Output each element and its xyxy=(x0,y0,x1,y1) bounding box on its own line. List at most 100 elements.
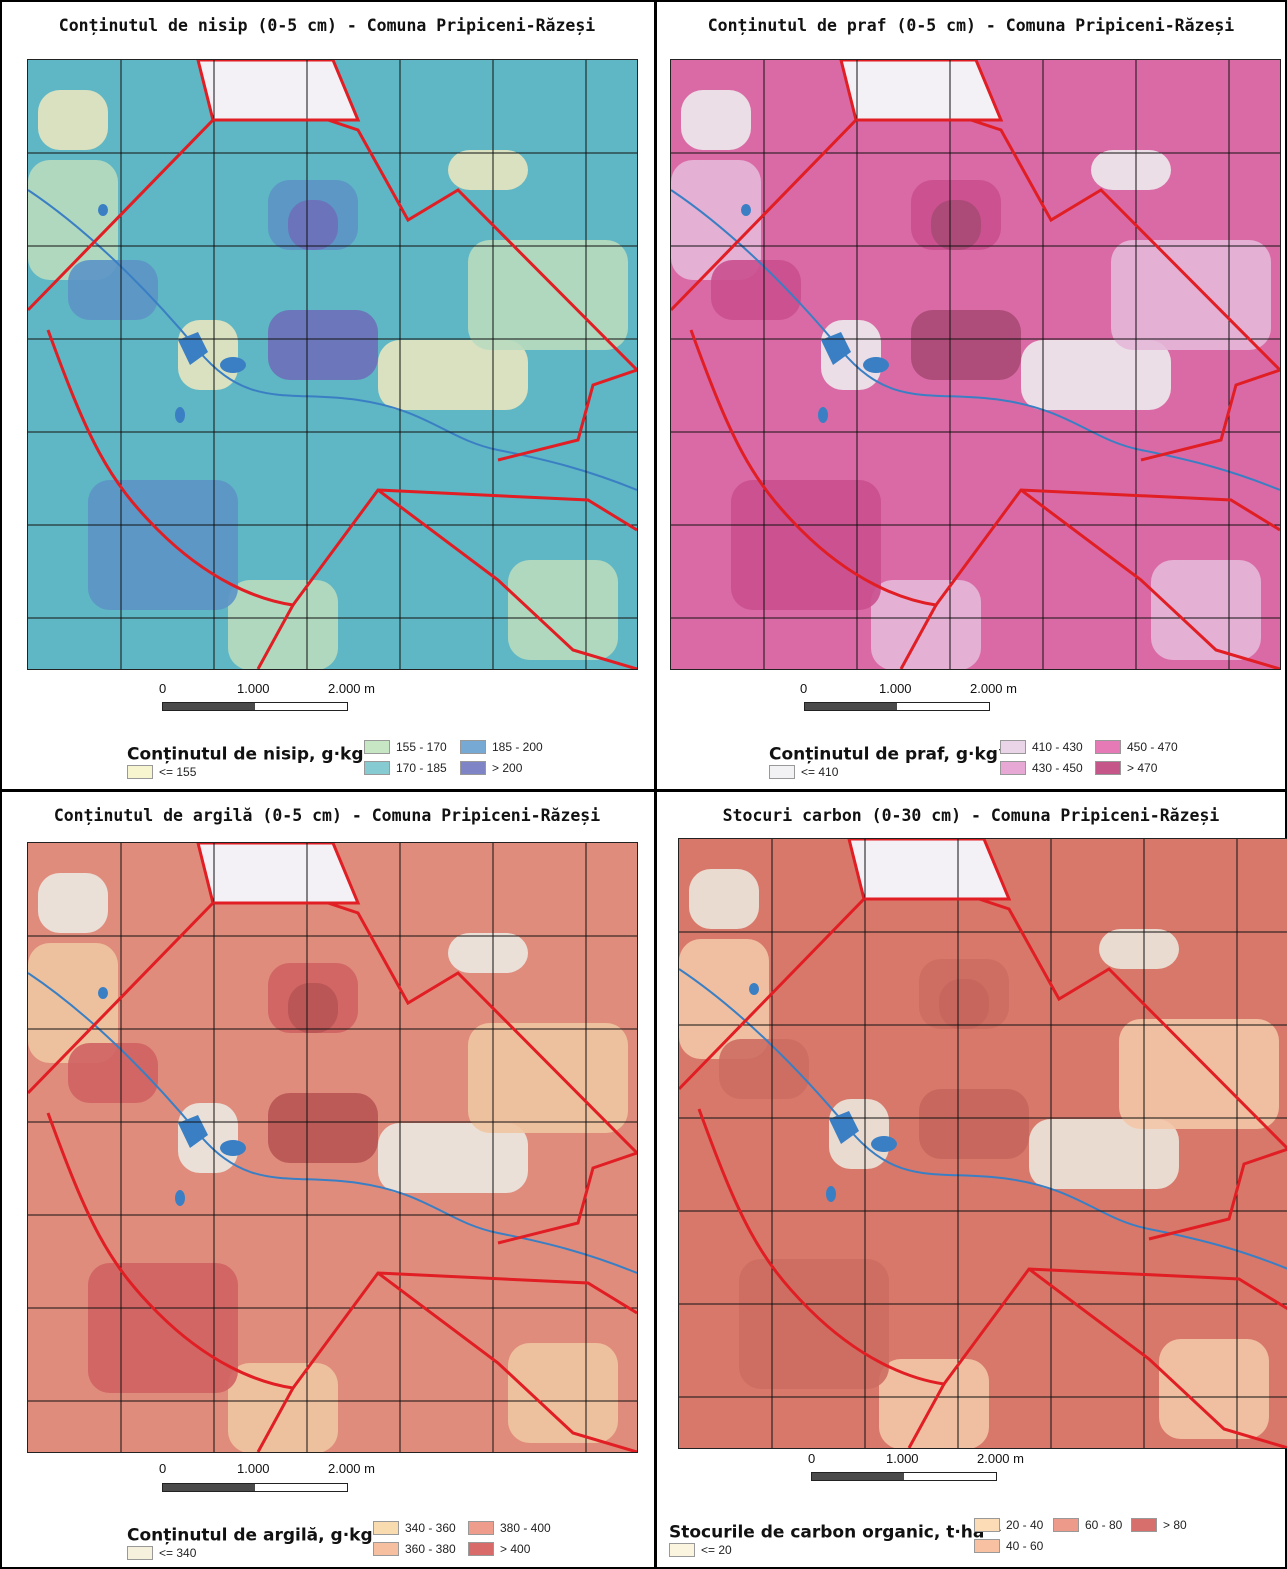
scalebar-zero-label: 0 xyxy=(159,681,167,696)
legend-swatch xyxy=(460,740,486,754)
map-class-area xyxy=(931,200,981,250)
commune-boundary xyxy=(377,488,637,669)
legend-item: <= 340 xyxy=(127,1546,196,1560)
map-class-area xyxy=(88,480,238,610)
commune-boundary xyxy=(1020,488,1280,669)
legend-swatch xyxy=(468,1542,494,1556)
map-class-area xyxy=(711,260,801,320)
map-class-area xyxy=(448,933,528,973)
legend-swatch xyxy=(373,1521,399,1535)
commune-boundary xyxy=(697,1108,947,1448)
legend-item: 60 - 80 xyxy=(1053,1518,1122,1532)
map-class-area xyxy=(731,480,881,610)
legend-item: 170 - 185 xyxy=(364,761,447,775)
scalebar-zero-label: 0 xyxy=(808,1451,816,1466)
map-class-area xyxy=(919,1089,1029,1159)
pond-shape xyxy=(749,983,759,995)
scalebar-end-label: 2.000 m xyxy=(970,681,1017,696)
map-class-area xyxy=(1111,240,1271,350)
legend-swatch xyxy=(460,761,486,775)
scalebar-mid-label: 1.000 xyxy=(879,681,912,696)
map-class-area xyxy=(28,160,118,280)
legend-item: 185 - 200 xyxy=(460,740,543,754)
legend-title: Conținutul de praf, g·kg−1 xyxy=(769,743,1015,765)
map-class-area xyxy=(378,340,528,410)
map-frame[interactable] xyxy=(27,842,638,1453)
map-frame[interactable] xyxy=(27,59,638,670)
map-class-area xyxy=(911,310,1021,380)
commune-boundary xyxy=(934,488,1280,606)
legend-item: 430 - 450 xyxy=(1000,761,1083,775)
panel-title: Stocuri carbon (0-30 cm) - Comuna Pripic… xyxy=(722,806,1220,825)
legend-title: Stocurile de carbon organic, t·ha−1 xyxy=(669,1521,1001,1543)
map-class-area xyxy=(1119,1019,1279,1129)
legend-swatch xyxy=(127,765,153,779)
river-line xyxy=(679,968,1287,1270)
legend-item: 155 - 170 xyxy=(364,740,447,754)
commune-boundary xyxy=(46,1112,296,1452)
legend-swatch xyxy=(1131,1518,1157,1532)
scalebar xyxy=(804,702,990,711)
scalebar-mid-label: 1.000 xyxy=(237,1461,270,1476)
legend-swatch xyxy=(1053,1518,1079,1532)
commune-boundary xyxy=(377,1271,637,1452)
lake-shape xyxy=(178,332,208,365)
pond-shape xyxy=(818,407,828,423)
map-canvas xyxy=(28,60,637,669)
panel-title: Conținutul de nisip (0-5 cm) - Comuna Pr… xyxy=(58,16,596,35)
river-line xyxy=(28,972,637,1274)
scalebar-mid-label: 1.000 xyxy=(237,681,270,696)
pond-shape xyxy=(220,357,246,373)
commune-boundary xyxy=(1148,1147,1287,1241)
pond-shape xyxy=(98,204,108,216)
pond-shape xyxy=(871,1136,897,1152)
pond-shape xyxy=(175,407,185,423)
map-class-area xyxy=(68,260,158,320)
legend-swatch xyxy=(127,1546,153,1560)
map-class-area xyxy=(1159,1339,1269,1439)
excluded-area xyxy=(196,843,361,905)
commune-boundary xyxy=(671,118,1280,372)
map-class-area xyxy=(939,979,989,1029)
map-panel-clay: Conținutul de argilă (0-5 cm) - Comuna P… xyxy=(2,792,652,1567)
map-class-area xyxy=(468,1023,628,1133)
map-class-area xyxy=(671,160,761,280)
scalebar-end-label: 2.000 m xyxy=(328,681,375,696)
legend-item: 340 - 360 xyxy=(373,1521,456,1535)
map-class-area xyxy=(288,983,338,1033)
legend-item: 380 - 400 xyxy=(468,1521,551,1535)
commune-boundary xyxy=(1028,1267,1287,1448)
scalebar-end-label: 2.000 m xyxy=(328,1461,375,1476)
legend-swatch xyxy=(1000,761,1026,775)
map-class-area xyxy=(468,240,628,350)
river-line xyxy=(28,189,637,491)
map-class-area xyxy=(268,1093,378,1163)
map-class-area xyxy=(1151,560,1261,660)
lake-shape xyxy=(178,1115,208,1148)
panel-divider-vertical xyxy=(654,2,657,1567)
map-class-area xyxy=(681,90,751,150)
scalebar xyxy=(162,702,348,711)
map-class-area xyxy=(1099,929,1179,969)
pond-shape xyxy=(863,357,889,373)
legend-swatch xyxy=(974,1518,1000,1532)
excluded-area xyxy=(839,60,1004,122)
map-class-area xyxy=(508,1343,618,1443)
pond-shape xyxy=(220,1140,246,1156)
legend-swatch xyxy=(669,1543,695,1557)
map-frame[interactable] xyxy=(670,59,1281,670)
legend-swatch xyxy=(1095,740,1121,754)
pond-shape xyxy=(175,1190,185,1206)
legend-item: 40 - 60 xyxy=(974,1539,1043,1553)
legend-item: <= 155 xyxy=(127,765,196,779)
map-class-area xyxy=(689,869,759,929)
river-line xyxy=(671,189,1280,491)
map-frame[interactable] xyxy=(678,838,1287,1449)
map-class-area xyxy=(288,200,338,250)
legend-title: Conținutul de nisip, g·kg−1 xyxy=(127,743,380,765)
legend-item: 20 - 40 xyxy=(974,1518,1043,1532)
map-class-area xyxy=(378,1123,528,1193)
commune-boundary xyxy=(942,1267,1287,1385)
map-class-area xyxy=(739,1259,889,1389)
map-canvas xyxy=(679,839,1287,1448)
